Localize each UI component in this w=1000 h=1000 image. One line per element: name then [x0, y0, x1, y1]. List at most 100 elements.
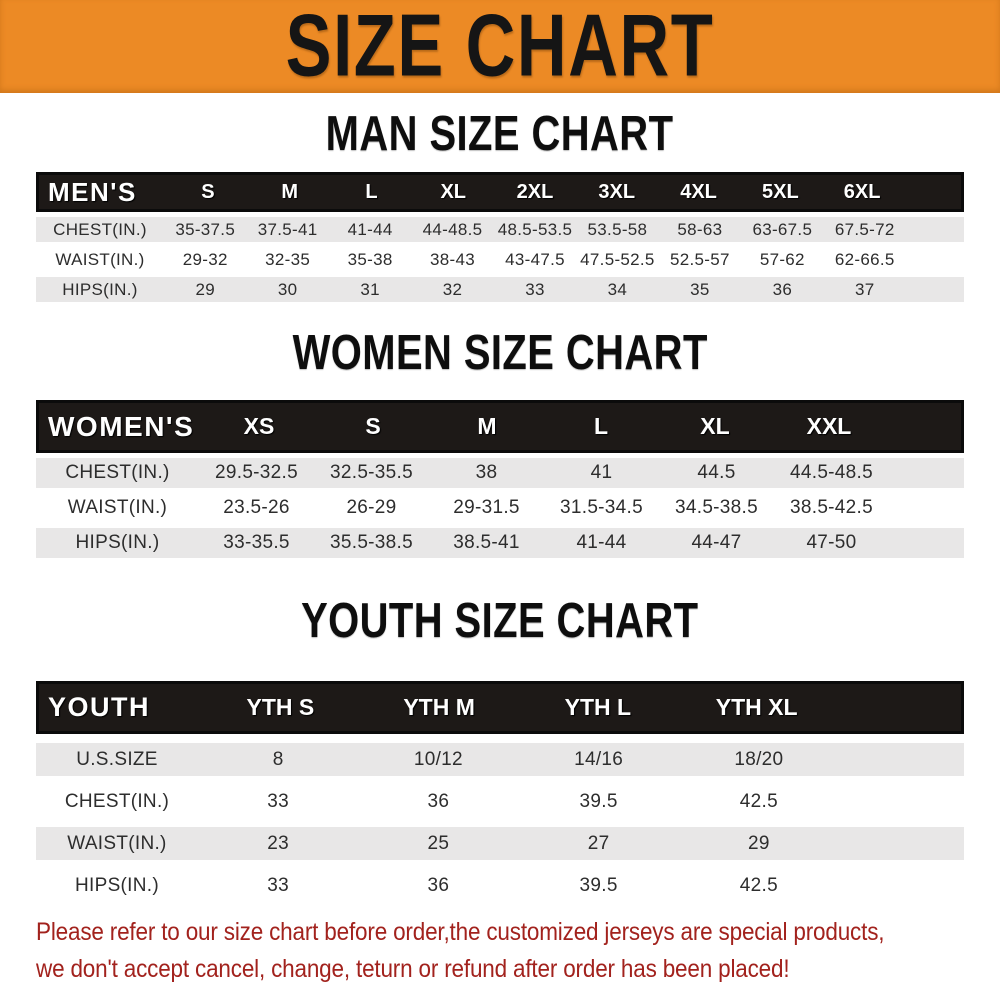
size-cell: 36	[427, 790, 450, 812]
table-corner-label: WOMEN'S	[48, 410, 195, 442]
size-cell: 41	[590, 462, 613, 483]
size-cell: 33	[267, 874, 289, 896]
size-cell: 47.5-52.5	[580, 249, 655, 269]
banner: SIZE CHART	[0, 0, 1000, 95]
men-section: MAN SIZE CHART MEN'S S M L XL 2XL 3XL 4XL 5XL 6XL…	[0, 93, 1000, 302]
size-cell: 57-62	[759, 249, 805, 269]
size-cell: 38	[475, 462, 498, 483]
row-label: U.S.SIZE	[76, 748, 158, 770]
size-cell: 58-63	[677, 219, 723, 239]
size-cell: 23.5-26	[223, 497, 290, 518]
section-heading: YOUTH SIZE CHART	[301, 591, 699, 648]
size-cell: 44-47	[691, 532, 742, 553]
column-header: XL	[440, 180, 466, 203]
size-cell: 47-50	[806, 532, 857, 553]
table-row: HIPS(IN.) 33 36 39.5 42.5	[36, 869, 964, 902]
column-header: 4XL	[680, 180, 717, 203]
table-corner-label: YOUTH	[48, 692, 150, 722]
table-header-row: WOMEN'S XS S M L XL XXL	[36, 400, 964, 453]
women-size-table: WOMEN'S XS S M L XL XXL CHEST(IN.) 29.5-32.5 32.5…	[36, 400, 964, 558]
row-label: HIPS(IN.)	[62, 279, 138, 299]
column-header: 5XL	[761, 180, 799, 203]
size-cell: 27	[587, 832, 610, 854]
size-cell: 8	[272, 748, 284, 770]
size-cell: 31	[360, 279, 380, 299]
column-header: YTH S	[246, 694, 315, 720]
footer-note: Please refer to our size chart before or…	[0, 914, 1000, 988]
size-cell: 44-48.5	[422, 219, 483, 239]
column-header: XL	[700, 413, 730, 439]
size-cell: 38.5-41	[453, 532, 520, 553]
column-header: YTH M	[403, 694, 475, 720]
size-cell: 44.5-48.5	[790, 462, 873, 483]
size-cell: 35-38	[347, 249, 393, 269]
row-label: CHEST(IN.)	[53, 219, 147, 239]
size-cell: 29	[195, 279, 215, 299]
column-header: S	[365, 413, 381, 439]
size-cell: 29-31.5	[453, 497, 520, 518]
column-header: 3XL	[598, 180, 636, 203]
column-header: S	[201, 180, 215, 203]
size-cell: 38-43	[430, 249, 476, 269]
column-header: XXL	[806, 413, 852, 439]
row-label: WAIST(IN.)	[55, 249, 145, 269]
size-cell: 34.5-38.5	[675, 497, 758, 518]
column-header: L	[365, 180, 378, 203]
youth-size-table: YOUTH YTH S YTH M YTH L YTH XL U.S.SIZE 8 10/12…	[36, 681, 964, 902]
size-cell: 34	[607, 279, 628, 299]
table-row: CHEST(IN.) 35-37.5 37.5-41 41-44 44-48.5 48.5…	[36, 217, 964, 242]
table-row: U.S.SIZE 8 10/12 14/16 18/20	[36, 743, 964, 776]
section-heading: WOMEN SIZE CHART	[292, 323, 708, 379]
row-label: WAIST(IN.)	[67, 497, 168, 518]
size-cell: 37	[855, 279, 875, 299]
size-cell: 41-44	[576, 532, 627, 553]
size-cell: 35-37.5	[175, 219, 236, 239]
size-cell: 32-35	[265, 249, 311, 269]
size-cell: 32.5-35.5	[330, 462, 413, 483]
row-label: WAIST(IN.)	[67, 832, 167, 854]
size-cell: 62-66.5	[834, 249, 895, 269]
row-label: HIPS(IN.)	[75, 874, 159, 896]
page-title: SIZE CHART	[285, 0, 715, 95]
row-label: CHEST(IN.)	[65, 462, 170, 483]
size-cell: 41-44	[347, 219, 393, 239]
size-cell: 25	[427, 832, 450, 854]
table-row: WAIST(IN.) 23 25 27 29	[36, 827, 964, 860]
row-label: CHEST(IN.)	[64, 790, 170, 812]
column-header: M	[477, 413, 497, 439]
women-heading: WOMEN SIZE CHART	[0, 302, 1000, 400]
size-cell: 33-35.5	[223, 532, 290, 553]
size-cell: 52.5-57	[670, 249, 730, 269]
table-header-row: MEN'S S M L XL 2XL 3XL 4XL 5XL 6XL	[36, 172, 964, 212]
size-cell: 44.5	[697, 462, 736, 483]
size-cell: 36	[427, 874, 450, 896]
table-row: WAIST(IN.) 29-32 32-35 35-38 38-43 43-47.5 47.…	[36, 247, 964, 272]
size-cell: 32	[442, 279, 463, 299]
women-section: WOMEN SIZE CHART WOMEN'S XS S M L XL XXL CHEST(…	[0, 302, 1000, 558]
footer-line-1: Please refer to our size chart before or…	[36, 918, 885, 946]
size-cell: 43-47.5	[505, 249, 565, 269]
row-label: HIPS(IN.)	[75, 532, 160, 553]
footer-line-2: we don't accept cancel, change, teturn o…	[36, 955, 790, 983]
size-cell: 38.5-42.5	[790, 497, 873, 518]
size-cell: 42.5	[739, 790, 778, 812]
column-header: L	[593, 413, 609, 439]
youth-section: YOUTH SIZE CHART YOUTH YTH S YTH M YTH L YTH…	[0, 558, 1000, 902]
size-cell: 31.5-34.5	[560, 497, 643, 518]
size-cell: 14/16	[574, 748, 624, 770]
size-cell: 30	[277, 279, 298, 299]
size-cell: 53.5-58	[587, 219, 648, 239]
size-cell: 29.5-32.5	[215, 462, 298, 483]
size-cell: 67.5-72	[834, 219, 895, 239]
section-heading: MAN SIZE CHART	[326, 104, 674, 161]
table-row: WAIST(IN.) 23.5-26 26-29 29-31.5 31.5-34.5 34…	[36, 493, 964, 523]
column-header: M	[281, 180, 298, 203]
column-header: YTH L	[564, 694, 632, 720]
size-cell: 48.5-53.5	[497, 219, 573, 239]
youth-heading: YOUTH SIZE CHART	[0, 558, 1000, 681]
size-cell: 37.5-41	[257, 219, 318, 239]
size-cell: 29	[748, 832, 770, 854]
size-cell: 33	[267, 790, 289, 812]
size-cell: 35	[690, 279, 710, 299]
